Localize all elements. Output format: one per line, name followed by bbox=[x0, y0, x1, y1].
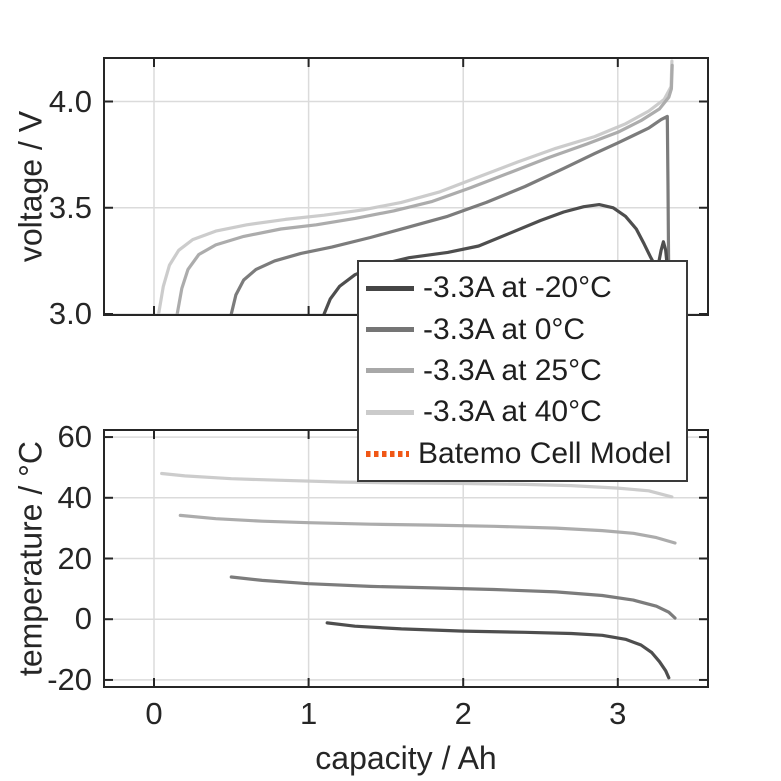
y-tick-label: 40 bbox=[57, 479, 92, 515]
legend-label: Batemo Cell Model bbox=[418, 436, 672, 470]
dotted-line-swatch-icon bbox=[366, 450, 409, 457]
series-line bbox=[175, 63, 674, 314]
x-tick-label: 2 bbox=[454, 696, 472, 731]
series-line bbox=[157, 59, 674, 314]
line-swatch-icon bbox=[366, 327, 414, 333]
y-tick-label: 3.5 bbox=[48, 189, 92, 225]
legend-label: -3.3A at 40°C bbox=[423, 395, 602, 429]
legend-entry: -3.3A at 25°C bbox=[364, 354, 684, 388]
legend-entry: Batemo Cell Model bbox=[364, 437, 684, 471]
bottom-plot-canvas bbox=[105, 431, 707, 686]
y-tick-label: 3.0 bbox=[48, 296, 92, 331]
y-tick-label: 60 bbox=[57, 419, 92, 455]
top-plot-canvas bbox=[105, 59, 707, 314]
x-axis-label-capacity: capacity / Ah bbox=[315, 740, 497, 776]
legend-label: -3.3A at 0°C bbox=[423, 312, 586, 346]
line-swatch-icon bbox=[366, 409, 414, 415]
legend: -3.3A at -20°C -3.3A at 0°C -3.3A at 25°C -… bbox=[357, 260, 688, 482]
x-tick-label: 3 bbox=[609, 696, 627, 731]
y-tick-label: 4.0 bbox=[48, 83, 92, 119]
legend-label: -3.3A at 25°C bbox=[423, 353, 602, 387]
series-line bbox=[229, 114, 671, 314]
x-tick-label: 0 bbox=[145, 696, 163, 731]
line-swatch-icon bbox=[366, 368, 414, 374]
series-line bbox=[178, 513, 677, 545]
x-tick-label: 1 bbox=[299, 696, 318, 731]
legend-entry: -3.3A at -20°C bbox=[364, 271, 684, 305]
y-tick-label: -20 bbox=[47, 661, 92, 697]
y-tick-label: 20 bbox=[57, 540, 92, 576]
y-tick-label: 0 bbox=[74, 601, 92, 637]
series-line bbox=[325, 621, 671, 680]
legend-entry: -3.3A at 0°C bbox=[364, 313, 684, 347]
legend-label: -3.3A at -20°C bbox=[423, 271, 612, 305]
line-swatch-icon bbox=[366, 285, 414, 291]
series-line bbox=[229, 575, 677, 620]
series-line bbox=[160, 471, 674, 499]
legend-entry: -3.3A at 40°C bbox=[364, 395, 684, 429]
